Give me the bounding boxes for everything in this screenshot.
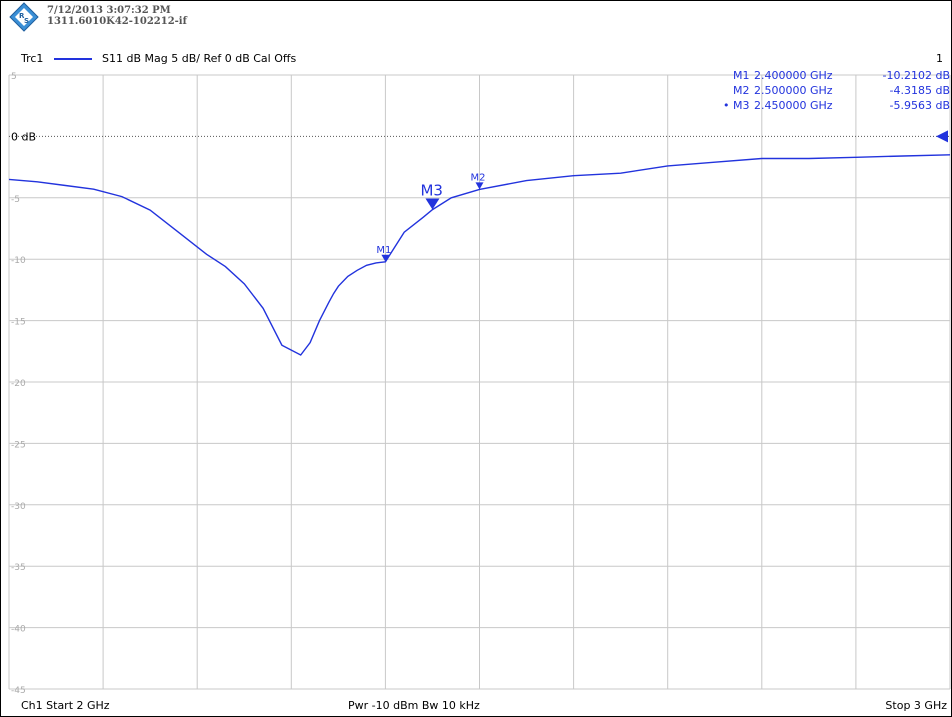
y-tick-label: -30 xyxy=(11,502,26,512)
y-tick-label: -20 xyxy=(11,379,26,389)
trace-name[interactable]: Trc1 xyxy=(21,52,44,65)
trace-line-s11 xyxy=(8,154,951,356)
y-tick-label: -25 xyxy=(11,440,26,450)
svg-text:R: R xyxy=(19,12,25,20)
marker-name: M1 xyxy=(733,69,750,82)
y-tick-label: 5 xyxy=(11,72,17,82)
trace-description[interactable]: S11 dB Mag 5 dB/ Ref 0 dB Cal Offs xyxy=(102,52,297,65)
y-tick-label: -5 xyxy=(11,195,20,205)
trace-layer xyxy=(8,130,951,356)
marker-value: -4.3185 dB xyxy=(889,84,950,97)
y-tick-label: -10 xyxy=(11,256,26,266)
device-id: 1311.6010K42-102212-if xyxy=(47,16,187,27)
rohde-schwarz-logo-icon: R S xyxy=(9,2,39,32)
screen-header: R S 7/12/2013 3:07:32 PM 1311.6010K42-10… xyxy=(1,1,951,49)
grid xyxy=(8,74,951,690)
marker-label: M2 xyxy=(471,172,486,183)
y-tick-label: 0 dB xyxy=(11,130,36,143)
power-bandwidth[interactable]: Pwr -10 dBm Bw 10 kHz xyxy=(348,699,480,712)
marker-frequency: 2.450000 GHz xyxy=(754,99,833,112)
marker-value: -5.9563 dB xyxy=(889,99,950,112)
marker-value: -10.2102 dB xyxy=(882,69,950,82)
y-tick-label: -35 xyxy=(11,563,26,573)
y-tick-labels: 5 0 dB -5 -10 -15 -20 -25 -30 -35 -40 -45 xyxy=(11,72,36,696)
trace-legend-line xyxy=(54,58,92,60)
trace-info-bar: Trc1 S11 dB Mag 5 dB/ Ref 0 dB Cal Offs … xyxy=(1,48,951,68)
marker-row[interactable]: M2 2.500000 GHz -4.3185 dB xyxy=(721,84,951,99)
marker-frequency: 2.500000 GHz xyxy=(754,84,833,97)
marker-label: M3 xyxy=(420,182,443,200)
marker-layer: M1 M2 M3 xyxy=(376,172,486,262)
y-tick-label: -15 xyxy=(11,318,26,328)
marker-triangle xyxy=(381,254,390,262)
reference-level-arrow-icon xyxy=(936,130,948,143)
active-marker-dot: • xyxy=(723,99,730,112)
marker-frequency: 2.400000 GHz xyxy=(754,69,833,82)
marker-row[interactable]: • M3 2.450000 GHz -5.9563 dB xyxy=(721,99,951,114)
marker-row[interactable]: M1 2.400000 GHz -10.2102 dB xyxy=(721,69,951,84)
start-frequency[interactable]: Ch1 Start 2 GHz xyxy=(21,699,110,712)
channel-footer: Ch1 Start 2 GHz Pwr -10 dBm Bw 10 kHz St… xyxy=(1,691,951,716)
stop-frequency[interactable]: Stop 3 GHz xyxy=(885,699,947,712)
y-tick-label: -45 xyxy=(11,686,26,696)
marker-name: M3 xyxy=(733,99,750,112)
marker-triangle xyxy=(425,198,440,210)
y-tick-label: -40 xyxy=(11,625,26,635)
marker-label: M1 xyxy=(376,245,391,256)
timestamp: 7/12/2013 3:07:32 PM xyxy=(47,5,171,16)
marker-triangle xyxy=(475,182,484,190)
marker-name: M2 xyxy=(733,84,750,97)
channel-number: 1 xyxy=(936,52,943,65)
svg-text:S: S xyxy=(24,17,29,25)
